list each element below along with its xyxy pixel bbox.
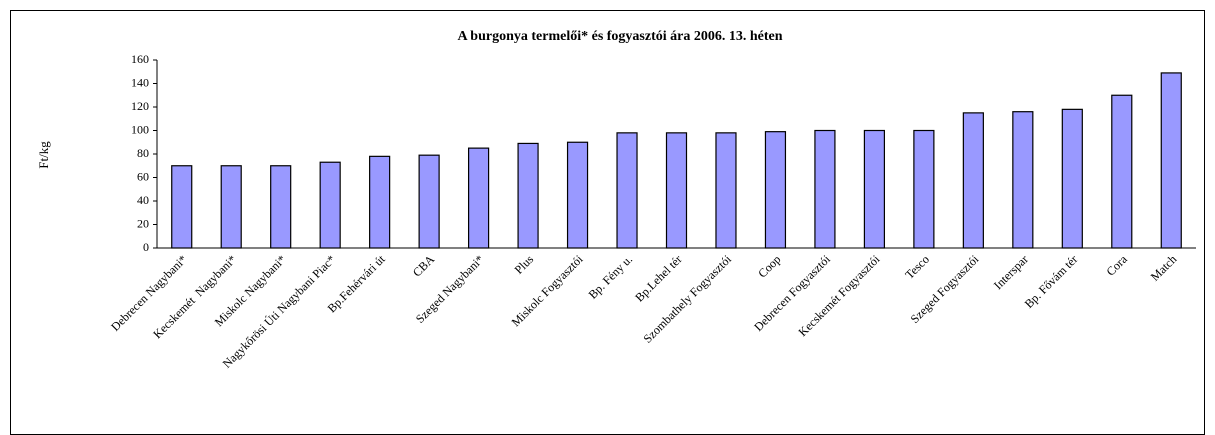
bar	[467, 147, 490, 249]
chart-title: A burgonya termelői* és fogyasztói ára 2…	[457, 29, 782, 44]
y-tick-label: 140	[131, 75, 149, 89]
bar	[517, 142, 539, 249]
y-tick-label: 40	[137, 193, 149, 207]
bar	[418, 154, 440, 249]
bar	[1160, 72, 1182, 249]
bar	[814, 129, 836, 249]
y-tick-label: 20	[137, 216, 149, 230]
bar	[913, 129, 935, 249]
bar	[1012, 111, 1034, 249]
chart-frame	[10, 10, 1205, 435]
y-tick-label: 160	[131, 52, 149, 66]
bar	[220, 165, 242, 249]
bar	[319, 161, 341, 249]
bar	[715, 132, 737, 249]
y-tick-label: 0	[143, 240, 149, 254]
bar	[270, 165, 292, 249]
bar	[863, 129, 886, 249]
y-tick-label: 120	[131, 99, 149, 113]
y-tick-label: 100	[131, 122, 149, 136]
y-tick-label: 80	[137, 146, 149, 160]
bar	[1061, 108, 1083, 249]
bar	[171, 165, 193, 249]
bar	[616, 132, 638, 249]
bar	[566, 141, 589, 249]
bar	[1111, 94, 1133, 249]
y-axis-label: Ft/kg	[36, 141, 51, 169]
y-tick-label: 60	[137, 169, 149, 183]
bar	[764, 131, 787, 249]
bar	[369, 155, 391, 249]
bar	[962, 112, 984, 249]
bar	[665, 132, 688, 249]
